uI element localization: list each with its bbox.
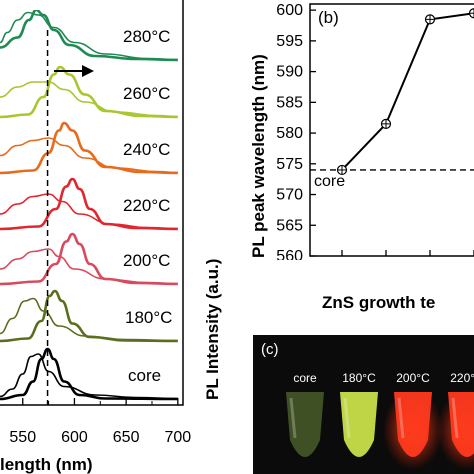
panel-a-x-axis-title: length (nm) bbox=[0, 455, 93, 474]
y-tick-label: 595 bbox=[276, 33, 303, 50]
vial-1: core bbox=[286, 371, 324, 457]
x-tick-label: 650 bbox=[113, 429, 140, 446]
series-1-label: core bbox=[128, 366, 161, 385]
panel-a-frame bbox=[0, 0, 184, 406]
vial-3: 200°C bbox=[383, 371, 443, 470]
vial-2: 180°C bbox=[340, 371, 378, 457]
vial-label: core bbox=[293, 371, 317, 385]
series-4-label: 220°C bbox=[123, 196, 170, 215]
arrow-right-icon bbox=[54, 65, 94, 77]
panel-a-spectra: 550 600 650 700 core 180°C 200°C 220°C 240°C 260… bbox=[0, 0, 191, 474]
core-reference-label: core bbox=[314, 173, 345, 190]
y-tick-label: 585 bbox=[276, 94, 303, 111]
series-line bbox=[341, 12, 474, 171]
data-point bbox=[424, 14, 436, 25]
data-point bbox=[380, 118, 392, 129]
series-7-label: 280°C bbox=[123, 27, 170, 46]
series-2-emission-line bbox=[0, 289, 178, 343]
x-tick-label: 2 bbox=[470, 265, 474, 282]
y-tick-label: 570 bbox=[276, 187, 303, 204]
x-tick-label: 700 bbox=[164, 429, 191, 446]
x-tick-label: 200 bbox=[417, 265, 444, 282]
data-point bbox=[336, 164, 348, 176]
series-4-spectra bbox=[0, 177, 178, 231]
vial-label: 200°C bbox=[396, 371, 430, 385]
series-7-absorption-line bbox=[0, 11, 178, 61]
x-tick-label: core bbox=[326, 265, 357, 282]
series-5-label: 240°C bbox=[123, 140, 170, 159]
series-1-absorption-line bbox=[0, 353, 178, 400]
y-tick-label: 590 bbox=[276, 64, 303, 81]
series-7-spectra bbox=[0, 10, 178, 62]
x-tick-label: 180 bbox=[373, 265, 400, 282]
y-tick-label: 560 bbox=[276, 248, 303, 265]
panel-b-y-axis-title: PL peak wavelength (nm) bbox=[249, 54, 268, 258]
panel-c-letter: (c) bbox=[261, 341, 279, 358]
x-tick-label: 600 bbox=[61, 429, 88, 446]
series-4-emission-line bbox=[0, 177, 178, 231]
vial-label: 180°C bbox=[342, 371, 376, 385]
series-2-spectra bbox=[0, 289, 178, 343]
y-tick-label: 575 bbox=[276, 156, 303, 173]
series-5-spectra bbox=[0, 121, 178, 175]
panel-b-frame bbox=[309, 3, 474, 257]
series-7-emission-line bbox=[0, 10, 178, 62]
y-tick-label: 600 bbox=[276, 2, 303, 19]
panel-a-y-axis-title: PL Intensity (a.u.) bbox=[203, 259, 222, 400]
data-point bbox=[468, 8, 474, 19]
series-6-label: 260°C bbox=[123, 84, 170, 103]
series-1-emission-line bbox=[0, 347, 178, 401]
panel-b-x-axis-title: ZnS growth te bbox=[322, 293, 435, 312]
vial-label: 220°C bbox=[450, 371, 474, 385]
vial-4: 220°C bbox=[437, 371, 474, 470]
series-1-spectra bbox=[0, 347, 178, 401]
x-tick-label: 550 bbox=[9, 429, 36, 446]
series-5-emission-line bbox=[0, 121, 178, 175]
y-tick-label: 580 bbox=[276, 125, 303, 142]
panel-b-letter: (b) bbox=[318, 8, 339, 27]
series-3-label: 200°C bbox=[123, 251, 170, 270]
series-2-label: 180°C bbox=[125, 308, 172, 327]
panel-c-photo: core 180°C 200°C 220°C (c) bbox=[253, 335, 474, 474]
y-tick-label: 565 bbox=[276, 217, 303, 234]
